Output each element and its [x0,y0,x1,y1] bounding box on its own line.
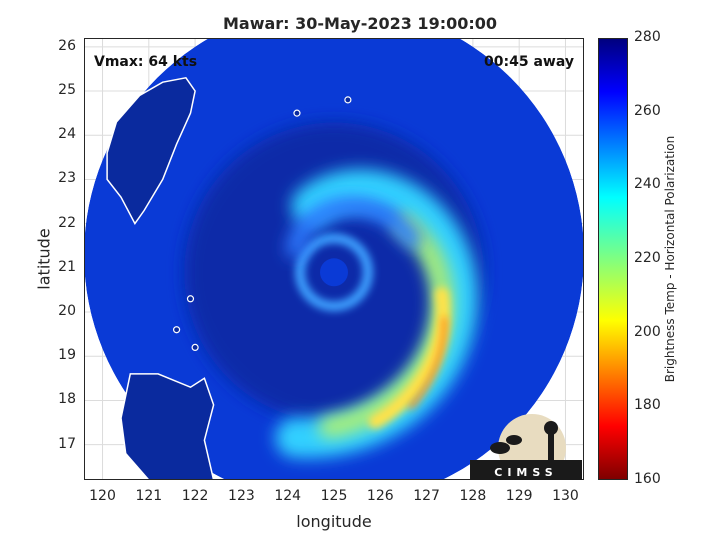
island-outline [344,96,352,104]
x-tick-label: 130 [552,488,579,504]
colorbar-label: Brightness Temp - Horizontal Polarizatio… [663,135,677,383]
y-tick-label: 24 [58,126,76,143]
y-tick-label: 25 [58,82,76,99]
plot-area [84,38,584,480]
colorbar-tick-label: 180 [634,397,661,414]
y-tick-label: 17 [58,435,76,452]
island-outline [191,343,199,351]
x-tick-label: 124 [274,488,302,504]
y-axis-label: latitude [34,228,54,290]
colorbar-tick-label: 220 [634,250,661,266]
x-tick-label: 121 [135,488,163,504]
eyewall [295,233,373,312]
y-tick-label: 18 [58,391,76,408]
x-tick-label: 122 [181,488,209,504]
inner-rainband [286,197,422,259]
rainband-cold-core [368,287,451,429]
colorbar-tick-label: 160 [634,471,661,487]
logo-text: CIMSS [494,466,558,479]
island-outline [186,295,195,303]
time-away-annotation: 00:45 away [484,54,574,70]
chart-title: Mawar: 30-May-2023 19:00:00 [222,14,498,33]
cimss-logo [470,414,582,480]
rainband-coldest [408,316,448,410]
y-tick-label: 19 [58,347,76,364]
coastlines [106,76,352,480]
colorbar-tick-label: 260 [634,102,661,119]
x-tick-label: 123 [228,488,255,504]
x-tick-label: 129 [505,488,533,504]
luzon-outline [120,373,215,480]
taiwan-outline [106,76,196,226]
y-tick-label: 23 [58,170,76,187]
swath-image [84,38,584,480]
storm-eye [320,258,348,287]
colorbar-tick-label: 240 [634,176,661,193]
x-axis-label: longitude [296,512,372,531]
x-tick-label: 125 [320,488,348,504]
colorbar-tick-label: 200 [634,323,661,340]
y-tick-label: 26 [58,37,76,54]
x-tick-label: 126 [366,488,394,504]
vmax-annotation: Vmax: 64 kts [94,54,198,70]
heatmap-svg [84,38,584,480]
island-outline [293,109,301,117]
x-tick-label: 120 [89,488,116,504]
island-outline [172,326,181,334]
y-tick-label: 22 [58,214,76,231]
colorbar-tick-label: 280 [634,29,661,45]
y-tick-label: 20 [58,303,76,320]
colorbar [598,38,628,480]
x-tick-label: 128 [459,488,487,504]
y-tick-label: 21 [58,258,76,275]
x-tick-label: 127 [413,488,440,504]
